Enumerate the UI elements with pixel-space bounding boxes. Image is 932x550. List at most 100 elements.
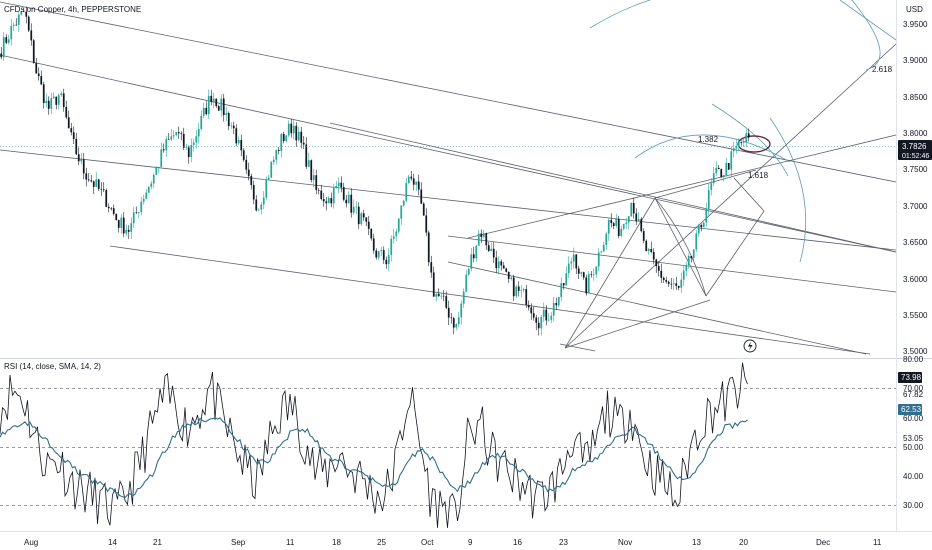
inner-channel-bottom	[559, 343, 596, 352]
rsi-levels	[0, 388, 896, 506]
candle-body	[565, 273, 568, 286]
candle-body	[687, 256, 690, 265]
candle-body	[240, 140, 243, 151]
channel-mid-line	[0, 54, 897, 253]
currency-label: USD	[906, 5, 923, 14]
price-tick: 3.9500	[903, 20, 928, 29]
candle-body	[57, 95, 60, 105]
time-tick: 20	[739, 538, 748, 547]
candle-body	[632, 202, 635, 214]
candle-body	[515, 286, 518, 297]
candle-body	[70, 128, 73, 133]
candle-body	[147, 186, 150, 193]
fib-arc-right	[769, 117, 807, 263]
candle-body	[490, 248, 493, 251]
rsi-axis[interactable]: 80.00 70.00 67.82 60.00 53.05 50.00 40.0…	[903, 355, 924, 510]
candle-body	[467, 268, 470, 275]
candle-body	[452, 318, 455, 328]
candle-body	[290, 123, 293, 134]
candle-body	[590, 274, 593, 275]
candle-body	[140, 201, 143, 213]
candle-body	[572, 254, 575, 262]
candle-body	[65, 106, 68, 118]
inner-channel-lower	[447, 261, 867, 355]
candle-body	[412, 178, 415, 185]
candle-body	[287, 123, 290, 136]
candle-body	[737, 142, 740, 147]
candle-body	[200, 115, 203, 129]
candle-body	[305, 144, 308, 167]
fib-arc-outer	[589, 0, 852, 29]
price-tick: 3.6000	[903, 275, 928, 284]
fib-arcs[interactable]	[589, 0, 897, 263]
candle-body	[42, 84, 45, 104]
main-pane[interactable]	[0, 0, 896, 358]
candle-body	[317, 189, 320, 191]
candle-body	[480, 233, 483, 237]
candle-body	[250, 176, 253, 185]
candle-body	[417, 181, 420, 190]
candle-body	[672, 283, 675, 285]
candle-body	[592, 274, 595, 276]
candle-body	[5, 37, 8, 43]
candle-body	[12, 24, 15, 26]
candle-body	[615, 219, 618, 226]
candle-body	[575, 254, 578, 269]
candle-body	[500, 261, 503, 266]
candle-body	[655, 259, 658, 267]
time-tick: 13	[692, 538, 701, 547]
candle-body	[187, 147, 190, 158]
candle-body	[100, 188, 103, 190]
candle-body	[622, 223, 625, 229]
candle-body	[395, 231, 398, 237]
candle-body	[262, 197, 265, 205]
candle-body	[322, 199, 325, 202]
candle-body	[482, 233, 485, 237]
candle-body	[162, 149, 165, 151]
rsi-pane[interactable]	[0, 359, 896, 531]
candle-body	[2, 37, 5, 58]
candle-body	[397, 218, 400, 232]
candle-body	[437, 293, 440, 297]
time-tick: 21	[153, 538, 162, 547]
candle-body	[475, 245, 478, 259]
price-tick: 3.5500	[903, 311, 928, 320]
candle-body	[180, 133, 183, 134]
candle-body	[267, 177, 270, 180]
pitchfork-median	[564, 43, 897, 349]
candle-body	[670, 283, 673, 285]
candle-body	[362, 213, 365, 218]
trend-drawings[interactable]	[0, 1, 897, 355]
candle-body	[182, 133, 185, 148]
candle-body	[115, 213, 118, 221]
time-axis[interactable]: Aug 14 21 Sep 11 18 25 Oct 9 16 23 Nov 1…	[24, 538, 882, 547]
candle-body	[685, 264, 688, 271]
candle-body	[380, 250, 383, 252]
lightning-icon[interactable]	[743, 339, 757, 353]
rsi-tick: 40.00	[903, 472, 924, 481]
candle-body	[155, 167, 158, 175]
inner-channel-upper	[447, 235, 897, 293]
candle-body	[207, 95, 210, 115]
price-axis[interactable]: 3.9500 3.9000 3.8500 3.8000 3.7500 3.700…	[903, 20, 928, 356]
candle-body	[107, 206, 110, 209]
fib-label-1382: 1.382	[698, 135, 719, 144]
fib-arc-topright	[851, 0, 881, 71]
candle-body	[175, 132, 178, 136]
candle-body	[170, 136, 173, 140]
candle-body	[462, 291, 465, 304]
candle-body	[722, 174, 725, 178]
candle-body	[342, 187, 345, 200]
candle-body	[0, 53, 3, 58]
rsi-title: RSI (14, close, SMA, 14, 2)	[4, 362, 101, 371]
candle-body	[570, 261, 573, 264]
candle-body	[252, 184, 255, 200]
candle-body	[387, 254, 390, 265]
candle-body	[232, 125, 235, 129]
candle-body	[520, 290, 523, 291]
candle-body	[410, 176, 413, 179]
candle-body	[422, 203, 425, 216]
candle-body	[257, 209, 260, 211]
candle-body	[542, 309, 545, 317]
